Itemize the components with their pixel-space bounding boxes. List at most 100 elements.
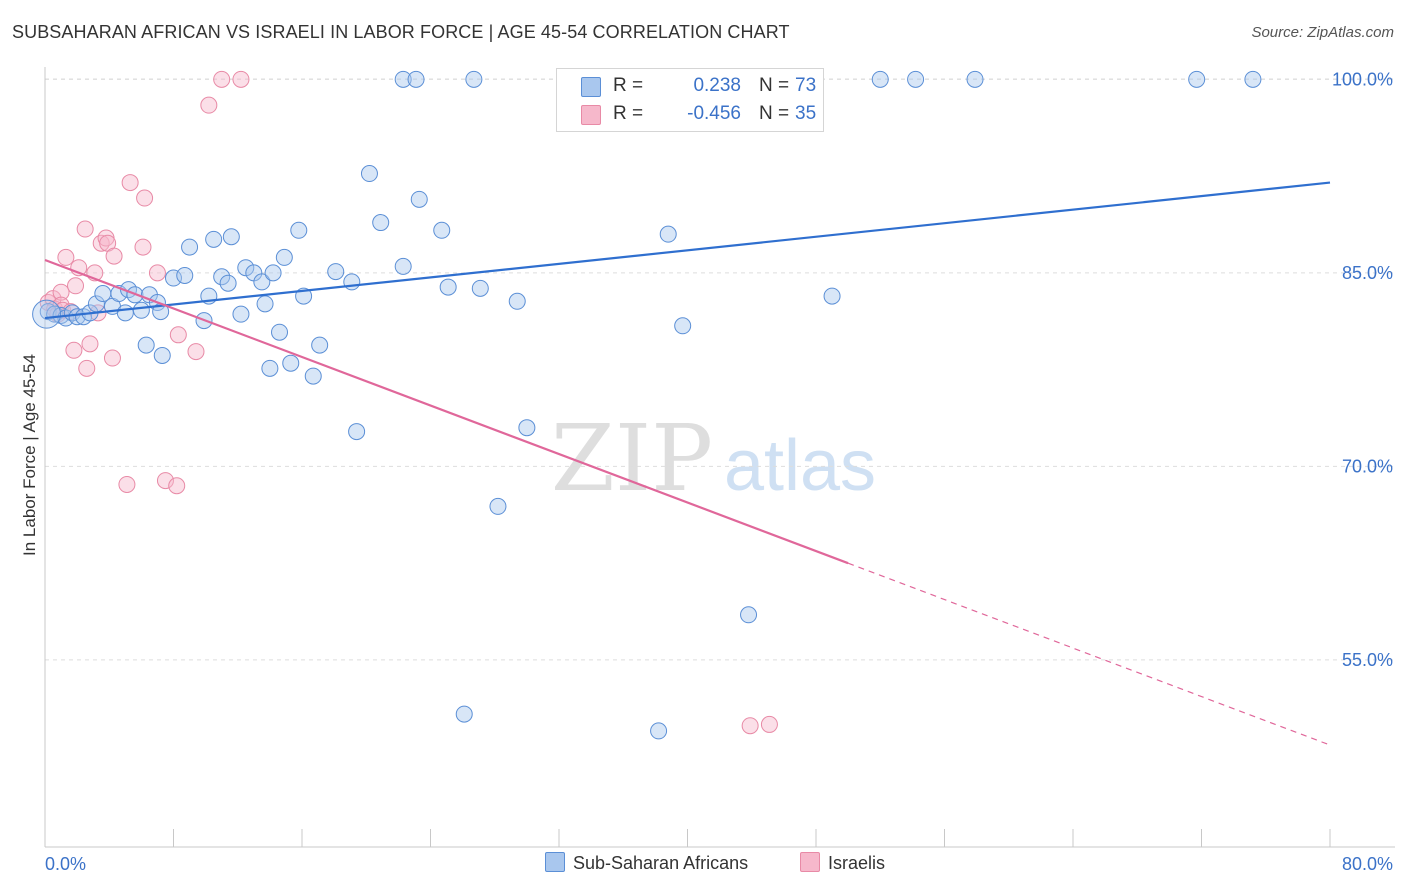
blue-point: [674, 317, 692, 335]
pink-point: [65, 341, 83, 359]
series-name: Sub-Saharan Africans: [573, 853, 749, 873]
blue-point: [282, 354, 300, 372]
blue-point: [264, 264, 282, 282]
blue-point: [256, 295, 274, 313]
blue-point: [508, 292, 526, 310]
source-label: Source: ZipAtlas.com: [1251, 24, 1394, 41]
y-tick-label: 85.0%: [1342, 263, 1393, 283]
pink-point: [200, 96, 218, 114]
blue-point: [407, 70, 425, 88]
blue-point: [465, 70, 483, 88]
series-legend-israelis: Israelis: [800, 852, 885, 874]
blue-point: [327, 263, 345, 281]
blue-point: [360, 165, 378, 183]
legend-swatch-pink: [581, 105, 601, 125]
legend-n-label: N =: [759, 103, 790, 124]
pink-point: [169, 326, 187, 344]
blue-point: [372, 214, 390, 232]
blue-point: [222, 228, 240, 246]
legend-r-label: R =: [613, 75, 644, 96]
x-tick-label: 80.0%: [1342, 854, 1393, 874]
blue-point: [823, 287, 841, 305]
pink-point: [168, 477, 186, 495]
pink-point: [103, 349, 121, 367]
blue-point: [966, 70, 984, 88]
blue-point: [471, 279, 489, 297]
blue-point: [740, 606, 758, 624]
blue-point: [1244, 70, 1262, 88]
pink-trend-extension: [847, 562, 1331, 746]
pink-point: [156, 472, 174, 490]
blue-point: [205, 230, 223, 248]
blue-point: [304, 367, 322, 385]
blue-point: [489, 497, 507, 515]
blue-point: [68, 308, 86, 326]
series-name: Israelis: [828, 853, 886, 873]
pink-point: [52, 283, 70, 301]
correlation-legend: R = 0.238 N = 73 R = -0.456 N = 35: [556, 68, 824, 132]
pink-point: [78, 359, 96, 377]
pink-point: [741, 717, 759, 735]
blue-point: [232, 305, 250, 323]
pink-trend-line: [44, 258, 849, 565]
blue-point: [261, 359, 279, 377]
blue-point: [290, 221, 308, 239]
legend-swatch-blue: [581, 77, 601, 97]
series-swatch-blue: [545, 852, 565, 872]
pink-point: [187, 343, 205, 361]
blue-point: [455, 705, 473, 723]
series-swatch-pink: [800, 852, 820, 872]
blue-trend-line: [44, 181, 1331, 320]
y-tick-label: 100.0%: [1332, 69, 1393, 89]
blue-cluster-point: [32, 299, 62, 329]
blue-point: [153, 346, 171, 364]
blue-point: [176, 266, 194, 284]
blue-point: [116, 304, 134, 322]
watermark-zip: ZIP: [551, 405, 713, 512]
blue-point: [439, 278, 457, 296]
series-legend-sub-saharan: Sub-Saharan Africans: [545, 852, 748, 874]
pink-point: [92, 234, 110, 252]
blue-point: [659, 225, 677, 243]
legend-r-value: 0.238: [693, 75, 741, 96]
chart-title: SUBSAHARAN AFRICAN VS ISRAELI IN LABOR F…: [12, 22, 790, 42]
pink-point: [105, 247, 123, 265]
blue-point: [213, 268, 231, 286]
legend-r-label: R =: [613, 103, 644, 124]
pink-point: [81, 335, 99, 353]
blue-point: [410, 190, 428, 208]
pink-point: [76, 220, 94, 238]
pink-point: [232, 70, 250, 88]
y-tick-label: 70.0%: [1342, 456, 1393, 476]
blue-point: [132, 301, 150, 319]
blue-point: [433, 221, 451, 239]
pink-point: [760, 715, 778, 733]
blue-point: [348, 423, 366, 441]
pink-point: [57, 248, 75, 266]
blue-point: [650, 722, 668, 740]
blue-point: [275, 248, 293, 266]
blue-point: [253, 273, 271, 291]
blue-point: [907, 70, 925, 88]
blue-point: [181, 238, 199, 256]
y-tick-label: 55.0%: [1342, 650, 1393, 670]
blue-point: [343, 273, 361, 291]
legend-n-label: N =: [759, 75, 790, 96]
blue-point: [137, 336, 155, 354]
pink-point: [134, 238, 152, 256]
blue-point: [219, 274, 237, 292]
blue-point: [871, 70, 889, 88]
blue-point: [394, 70, 412, 88]
blue-point: [271, 323, 289, 341]
x-tick-label: 0.0%: [45, 854, 86, 874]
blue-point: [518, 419, 536, 437]
pink-point: [213, 70, 231, 88]
pink-point: [67, 277, 85, 295]
legend-r-value: -0.456: [687, 103, 741, 124]
blue-point: [311, 336, 329, 354]
pink-point: [121, 174, 139, 192]
pink-point: [118, 475, 136, 493]
blue-point: [1188, 70, 1206, 88]
blue-point: [237, 259, 255, 277]
